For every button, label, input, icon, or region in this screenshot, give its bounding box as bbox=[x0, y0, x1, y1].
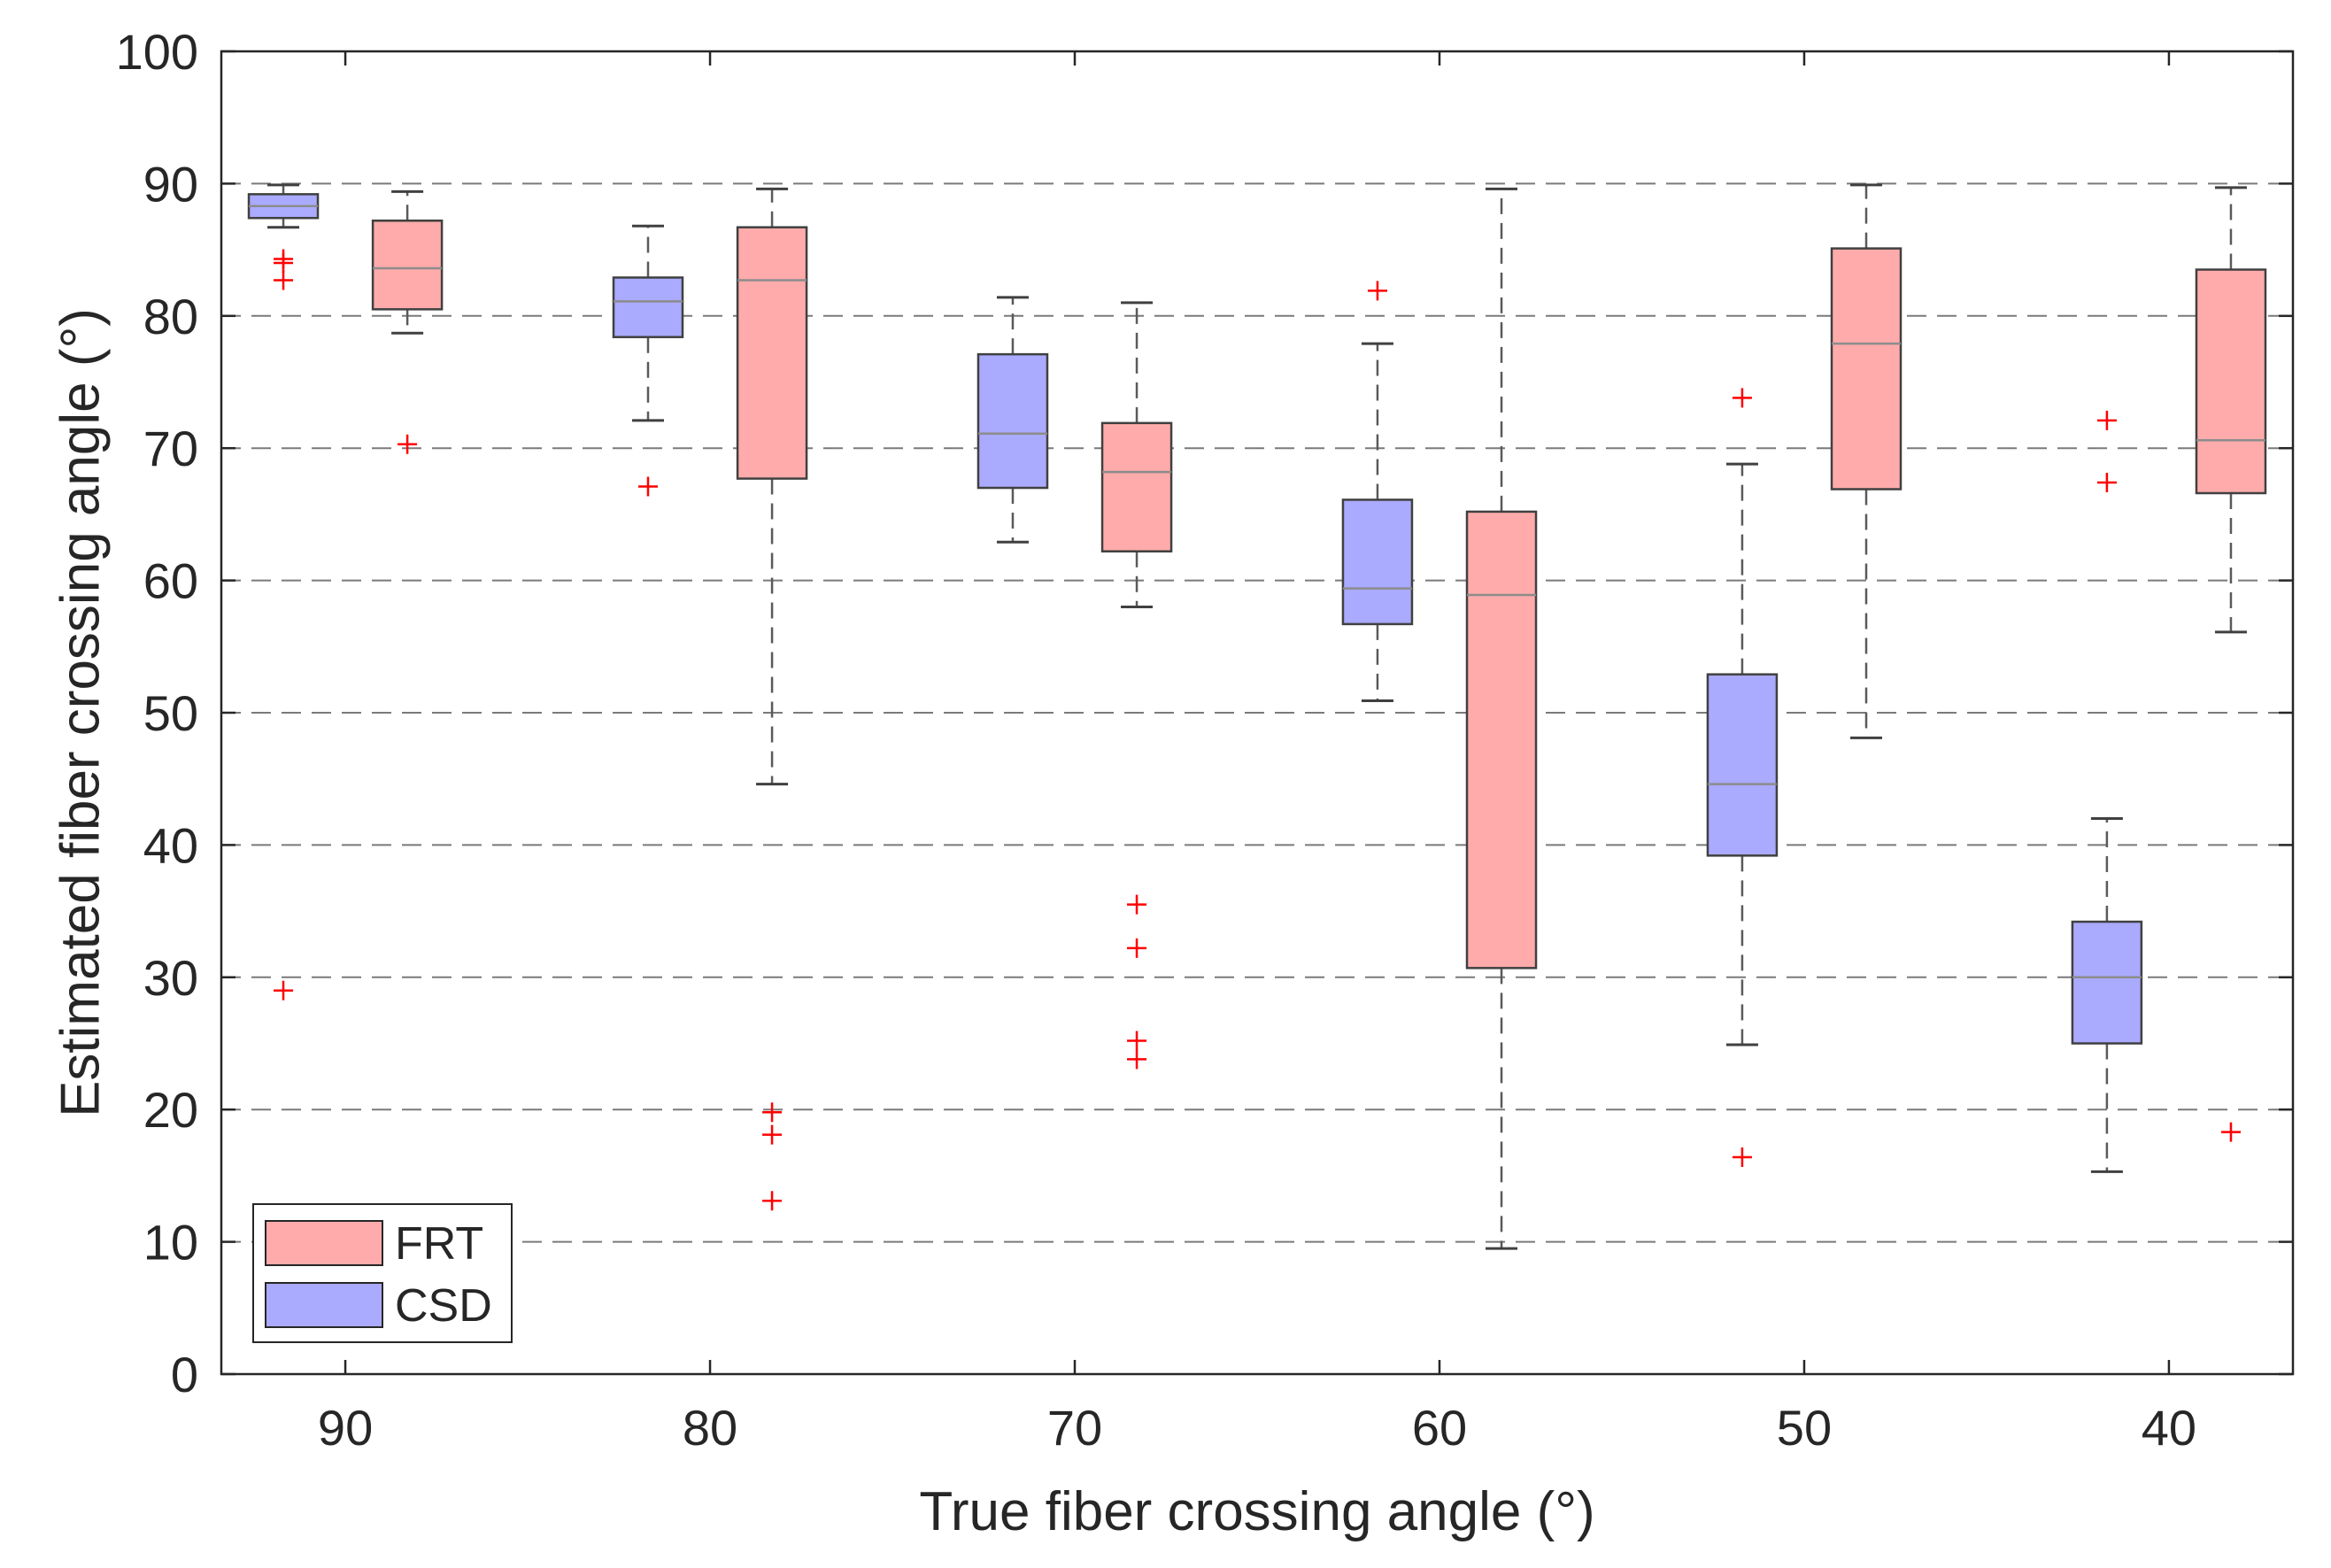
legend: FRT CSD bbox=[252, 1203, 513, 1343]
outlier-marker bbox=[1732, 1147, 1752, 1167]
outlier-marker bbox=[2220, 1122, 2241, 1142]
box-frt-90 bbox=[371, 189, 444, 454]
outlier-marker bbox=[1367, 281, 1387, 301]
x-tick-label: 60 bbox=[1412, 1400, 1467, 1456]
y-tick-label: 50 bbox=[143, 685, 198, 741]
box-frt-60 bbox=[1465, 187, 1538, 1250]
iqr-box bbox=[1341, 498, 1414, 626]
legend-label-csd: CSD bbox=[395, 1280, 492, 1332]
box-csd-50 bbox=[1706, 388, 1779, 1167]
x-tick-label: 80 bbox=[683, 1400, 737, 1456]
outlier-marker bbox=[1127, 1031, 1147, 1051]
outlier-marker bbox=[2096, 410, 2117, 430]
legend-swatch-csd bbox=[265, 1282, 383, 1328]
box-csd-90 bbox=[247, 183, 320, 1000]
box-csd-60 bbox=[1341, 281, 1414, 703]
iqr-box bbox=[2071, 920, 2143, 1045]
outlier-marker bbox=[638, 476, 659, 497]
y-tick-label: 70 bbox=[143, 421, 198, 476]
outlier-marker bbox=[762, 1191, 783, 1211]
box-layer bbox=[247, 183, 2267, 1250]
y-tick-label: 80 bbox=[143, 289, 198, 344]
outlier-marker bbox=[274, 270, 294, 290]
box-frt-70 bbox=[1100, 301, 1173, 1070]
box-csd-40 bbox=[2071, 410, 2143, 1173]
outlier-marker bbox=[762, 1102, 783, 1123]
x-tick-label: 40 bbox=[2142, 1400, 2196, 1456]
y-tick-label: 0 bbox=[171, 1347, 198, 1402]
y-tick-label: 20 bbox=[143, 1082, 198, 1138]
iqr-box bbox=[2195, 268, 2267, 495]
box-frt-50 bbox=[1830, 183, 1903, 739]
outlier-marker bbox=[1127, 1049, 1147, 1070]
legend-label-frt: FRT bbox=[395, 1218, 483, 1270]
tick-layer: 0 10 20 30 40 50 60 70 80 90 100 90 80 70 60 50 40 bbox=[116, 24, 2293, 1456]
box-frt-40 bbox=[2195, 186, 2267, 1142]
box-frt-80 bbox=[736, 187, 808, 1211]
iqr-box bbox=[1706, 673, 1779, 857]
x-axis-label: True fiber crossing angle (°) bbox=[919, 1481, 1594, 1542]
outlier-marker bbox=[1127, 938, 1147, 958]
y-axis-label: Estimated fiber crossing angle (°) bbox=[50, 308, 112, 1117]
y-tick-label: 100 bbox=[116, 24, 198, 80]
outlier-marker bbox=[1732, 388, 1752, 408]
legend-swatch-frt bbox=[265, 1220, 383, 1266]
y-tick-label: 60 bbox=[143, 553, 198, 609]
iqr-box bbox=[736, 226, 808, 480]
outlier-marker bbox=[1127, 894, 1147, 915]
y-tick-label: 30 bbox=[143, 950, 198, 1006]
iqr-box bbox=[1465, 510, 1538, 969]
x-tick-label: 90 bbox=[318, 1400, 373, 1456]
outlier-marker bbox=[762, 1124, 783, 1145]
outlier-marker bbox=[274, 980, 294, 1000]
outlier-marker bbox=[2096, 473, 2117, 493]
y-tick-label: 10 bbox=[143, 1215, 198, 1271]
x-tick-label: 70 bbox=[1047, 1400, 1102, 1456]
box-csd-70 bbox=[976, 296, 1049, 544]
grid-layer bbox=[221, 182, 2293, 1243]
outlier-marker bbox=[398, 434, 418, 454]
iqr-box bbox=[1100, 421, 1173, 552]
box-csd-80 bbox=[612, 224, 684, 497]
y-tick-label: 40 bbox=[143, 817, 198, 873]
outlier-marker bbox=[274, 253, 294, 274]
iqr-box bbox=[1830, 247, 1903, 490]
iqr-box bbox=[371, 219, 444, 311]
y-tick-label: 90 bbox=[143, 156, 198, 212]
iqr-box bbox=[612, 276, 684, 338]
x-tick-label: 50 bbox=[1777, 1400, 1832, 1456]
iqr-box bbox=[976, 352, 1049, 490]
